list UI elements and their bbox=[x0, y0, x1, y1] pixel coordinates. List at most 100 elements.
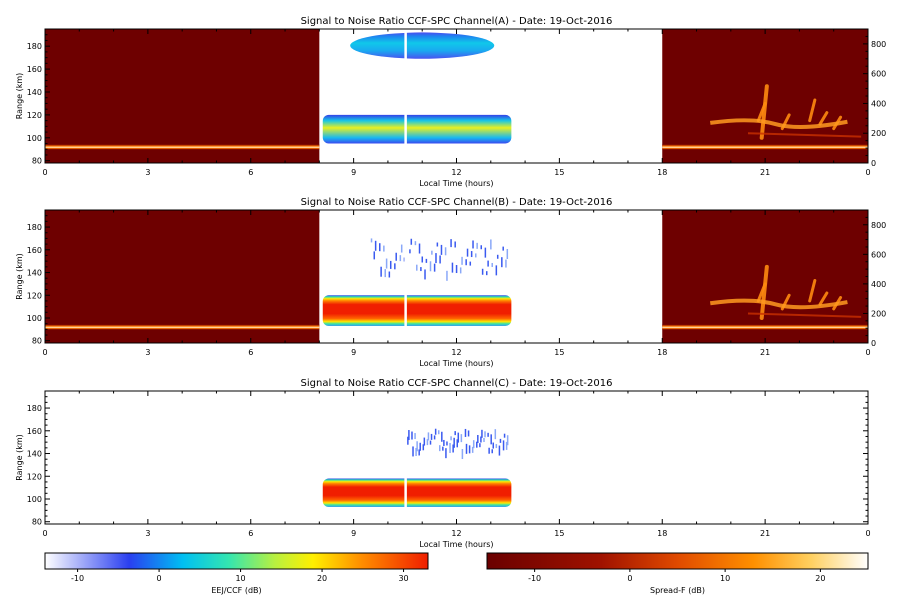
colorbar-label: Spread-F (dB) bbox=[650, 586, 705, 595]
y-tick-label: 160 bbox=[27, 427, 42, 436]
colorbar-tick-label: 0 bbox=[627, 574, 632, 583]
spread-f-plume bbox=[818, 291, 829, 306]
x-tick-label: 6 bbox=[248, 168, 253, 177]
echo-scatter bbox=[505, 441, 508, 450]
echo-scatter bbox=[422, 444, 425, 451]
echo-scatter bbox=[450, 436, 452, 441]
colorbar-tick-label: 20 bbox=[815, 574, 825, 583]
echo-scatter bbox=[498, 445, 501, 456]
y-tick-label: 100 bbox=[27, 495, 42, 504]
y-tick-label: 180 bbox=[27, 223, 42, 232]
x-tick-label: 0 bbox=[865, 529, 870, 538]
x-tick-label: 3 bbox=[145, 168, 150, 177]
echo-scatter bbox=[419, 442, 421, 451]
echo-scatter bbox=[433, 263, 436, 272]
y-tick-label: 120 bbox=[27, 472, 42, 481]
echo-scatter bbox=[465, 443, 468, 454]
echo-scatter bbox=[421, 256, 424, 263]
spread-f-trace bbox=[45, 144, 320, 150]
spread-f-trace bbox=[45, 324, 320, 330]
echo-scatter bbox=[370, 238, 373, 243]
echo-scatter bbox=[385, 258, 388, 269]
echo-scatter bbox=[408, 430, 410, 441]
x-tick-label: 21 bbox=[760, 529, 770, 538]
echo-scatter bbox=[395, 252, 397, 261]
echo-region bbox=[322, 295, 512, 326]
right-tick-label: 800 bbox=[871, 40, 886, 49]
echo-scatter bbox=[471, 446, 474, 453]
x-tick-label: 0 bbox=[865, 168, 870, 177]
echo-scatter bbox=[503, 433, 506, 438]
echo-scatter bbox=[495, 444, 498, 449]
echo-scatter bbox=[505, 259, 507, 268]
echo-scatter bbox=[491, 449, 493, 454]
panel-title: Signal to Noise Ratio CCF-SPC Channel(C)… bbox=[301, 378, 613, 389]
echo-scatter bbox=[416, 264, 418, 271]
x-tick-label: 18 bbox=[657, 529, 667, 538]
x-tick-label: 15 bbox=[554, 168, 564, 177]
spread-f-plume bbox=[747, 132, 862, 138]
x-tick-label: 3 bbox=[145, 348, 150, 357]
echo-scatter bbox=[464, 428, 467, 437]
panel-title: Signal to Noise Ratio CCF-SPC Channel(B)… bbox=[301, 197, 613, 208]
echo-scatter bbox=[466, 248, 469, 257]
spread-f-block bbox=[45, 210, 320, 343]
echo-scatter bbox=[475, 253, 477, 258]
colorbar-eej-ccf: -10 0 10 20 30 EEJ/CCF (dB) bbox=[44, 552, 429, 595]
colorbar-gradient bbox=[486, 552, 869, 570]
x-tick-label: 18 bbox=[657, 168, 667, 177]
echo-scatter bbox=[415, 447, 417, 456]
right-tick-label: 0 bbox=[871, 339, 876, 348]
panel-title: Signal to Noise Ratio CCF-SPC Channel(A)… bbox=[301, 16, 613, 27]
echo-scatter bbox=[410, 238, 413, 245]
y-tick-label: 180 bbox=[27, 404, 42, 413]
x-tick-label: 6 bbox=[248, 529, 253, 538]
spread-f-plume bbox=[747, 312, 862, 318]
y-tick-label: 140 bbox=[27, 88, 42, 97]
echo-scatter bbox=[400, 244, 403, 253]
echo-scatter bbox=[433, 435, 436, 440]
echo-scatter bbox=[495, 265, 498, 276]
right-tick-label: 600 bbox=[871, 70, 886, 79]
echo-scatter bbox=[423, 437, 426, 446]
echo-scatter bbox=[461, 449, 464, 460]
y-tick-label: 80 bbox=[32, 337, 42, 346]
colorbar-spread-f: -10 0 10 20 Spread-F (dB) bbox=[486, 552, 869, 595]
echo-scatter bbox=[407, 436, 409, 445]
echo-scatter bbox=[488, 447, 490, 454]
data-gap bbox=[404, 29, 407, 163]
echo-scatter bbox=[411, 431, 413, 440]
y-tick-label: 160 bbox=[27, 246, 42, 255]
panel-B: 0 3 6 9 12 15 18 21 0801001201401601800200400600… bbox=[15, 197, 886, 368]
data-gap bbox=[404, 391, 407, 524]
echo-scatter bbox=[454, 431, 456, 436]
spread-f-plume bbox=[759, 264, 769, 320]
spread-f-plume bbox=[759, 84, 769, 140]
colorbar-tick-label: 20 bbox=[317, 574, 327, 583]
echo-scatter bbox=[418, 449, 420, 456]
echo-scatter bbox=[491, 262, 493, 267]
x-tick-label: 21 bbox=[760, 348, 770, 357]
echo-scatter bbox=[470, 251, 473, 258]
x-tick-label: 9 bbox=[351, 529, 356, 538]
echo-scatter bbox=[502, 246, 504, 251]
echo-scatter bbox=[454, 241, 456, 248]
right-tick-label: 400 bbox=[871, 99, 886, 108]
y-tick-label: 180 bbox=[27, 42, 42, 51]
spread-f-plume bbox=[808, 98, 817, 123]
echo-scatter bbox=[414, 433, 416, 440]
echo-scatter bbox=[460, 434, 463, 443]
echo-scatter bbox=[379, 243, 381, 252]
colorbar-gradient bbox=[44, 552, 429, 570]
echo-region bbox=[322, 478, 512, 507]
echo-scatter bbox=[490, 239, 492, 250]
spread-f-plume bbox=[756, 282, 767, 303]
echo-scatter bbox=[418, 243, 421, 254]
x-tick-label: 12 bbox=[451, 168, 461, 177]
echo-region bbox=[322, 114, 512, 144]
colorbar-tick-label: 30 bbox=[398, 574, 408, 583]
y-tick-label: 140 bbox=[27, 450, 42, 459]
x-axis-label: Local Time (hours) bbox=[419, 179, 493, 188]
echo-scatter bbox=[435, 253, 437, 264]
